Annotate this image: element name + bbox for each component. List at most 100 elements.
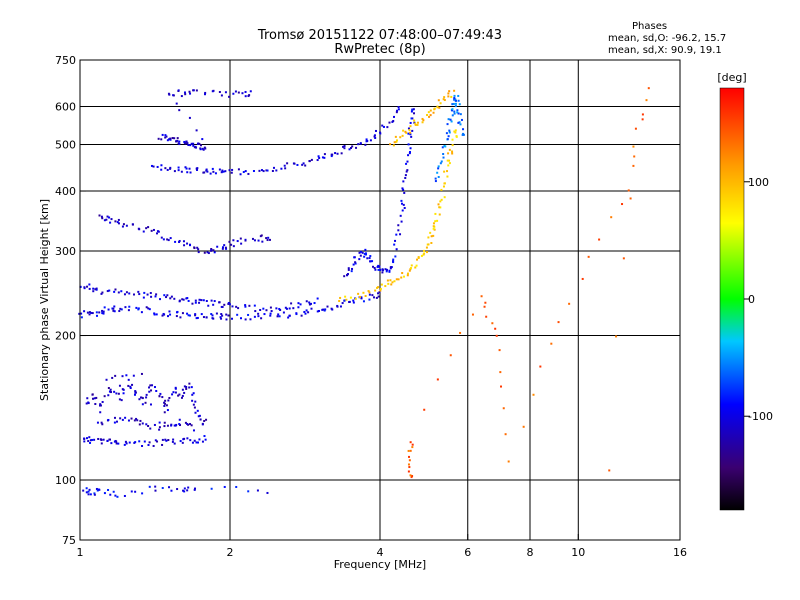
echo-point	[316, 310, 319, 313]
echo-point	[409, 125, 412, 128]
echo-point	[434, 177, 437, 180]
echo-point	[150, 295, 153, 298]
echo-point	[221, 247, 224, 250]
echo-point	[437, 167, 440, 170]
echo-point	[498, 349, 501, 352]
echo-point	[216, 245, 219, 248]
echo-point	[359, 254, 362, 257]
echo-point	[402, 203, 405, 206]
echo-point	[163, 404, 166, 407]
echo-point	[169, 138, 172, 141]
echo-point	[137, 290, 140, 293]
echo-point	[354, 262, 357, 265]
echo-point	[135, 306, 138, 309]
echo-point	[82, 489, 85, 492]
echo-point	[297, 306, 300, 309]
echo-point	[316, 159, 319, 162]
echo-point	[236, 313, 239, 316]
echo-point	[187, 299, 190, 302]
echo-point	[113, 440, 116, 443]
echo-point	[88, 287, 91, 290]
echo-point	[290, 302, 293, 305]
echo-point	[183, 244, 186, 247]
echo-point	[442, 98, 445, 101]
echo-point	[343, 145, 346, 148]
echo-point	[194, 411, 197, 414]
echo-point	[415, 264, 418, 267]
echo-point	[460, 118, 463, 121]
echo-point	[446, 123, 449, 126]
echo-point	[278, 315, 281, 318]
echo-point	[125, 291, 128, 294]
echo-point	[318, 157, 321, 160]
echo-point	[403, 275, 406, 278]
echo-point	[374, 268, 377, 271]
echo-point	[230, 243, 233, 246]
echo-point	[447, 152, 450, 155]
echo-point	[165, 404, 168, 407]
echo-point	[136, 419, 139, 422]
echo-point	[189, 144, 192, 147]
echo-point	[448, 131, 451, 134]
echo-point	[404, 176, 407, 179]
x-tick-label: 4	[377, 546, 384, 559]
echo-point	[396, 139, 399, 142]
echo-point	[410, 476, 413, 479]
echo-point	[79, 285, 82, 288]
echo-point	[133, 393, 136, 396]
echo-point	[373, 135, 376, 138]
echo-point	[410, 267, 413, 270]
echo-point	[336, 152, 339, 155]
colorbar-tick-label: 0	[748, 293, 755, 306]
echo-point	[109, 388, 112, 391]
echo-point	[641, 118, 644, 121]
echo-point	[392, 120, 395, 123]
echo-point	[381, 271, 384, 274]
echo-point	[110, 218, 113, 221]
echo-point	[133, 419, 136, 422]
echo-point	[177, 394, 180, 397]
echo-point	[88, 283, 91, 286]
echo-point	[146, 293, 149, 296]
echo-point	[462, 128, 465, 131]
echo-point	[452, 102, 455, 105]
echo-point	[225, 318, 228, 321]
echo-point	[557, 321, 560, 324]
echo-point	[437, 203, 440, 206]
echo-point	[457, 112, 460, 115]
echo-point	[178, 109, 181, 112]
echo-point	[182, 240, 185, 243]
echo-point	[401, 272, 404, 275]
echo-point	[272, 166, 275, 169]
echo-point	[407, 127, 410, 130]
echo-point	[316, 297, 319, 300]
echo-point	[147, 424, 150, 427]
echo-point	[101, 400, 104, 403]
echo-point	[445, 132, 448, 135]
echo-point	[102, 310, 105, 313]
echo-point	[402, 188, 405, 191]
echo-point	[91, 393, 94, 396]
echo-point	[183, 391, 186, 394]
echo-point	[411, 129, 414, 132]
echo-point	[118, 398, 121, 401]
echo-point	[99, 403, 102, 406]
echo-point	[426, 114, 429, 117]
echo-point	[448, 148, 451, 151]
echo-point	[429, 231, 432, 234]
echo-point	[93, 438, 96, 441]
echo-point	[108, 216, 111, 219]
echo-point	[134, 490, 137, 493]
echo-point	[346, 273, 349, 276]
echo-point	[432, 234, 435, 237]
echo-point	[396, 109, 399, 112]
echo-point	[369, 260, 372, 263]
echo-point	[266, 169, 269, 172]
echo-point	[102, 438, 105, 441]
echo-point	[175, 423, 178, 426]
echo-point	[124, 416, 127, 419]
echo-point	[166, 315, 169, 318]
echo-point	[340, 152, 343, 155]
echo-point	[443, 96, 446, 99]
